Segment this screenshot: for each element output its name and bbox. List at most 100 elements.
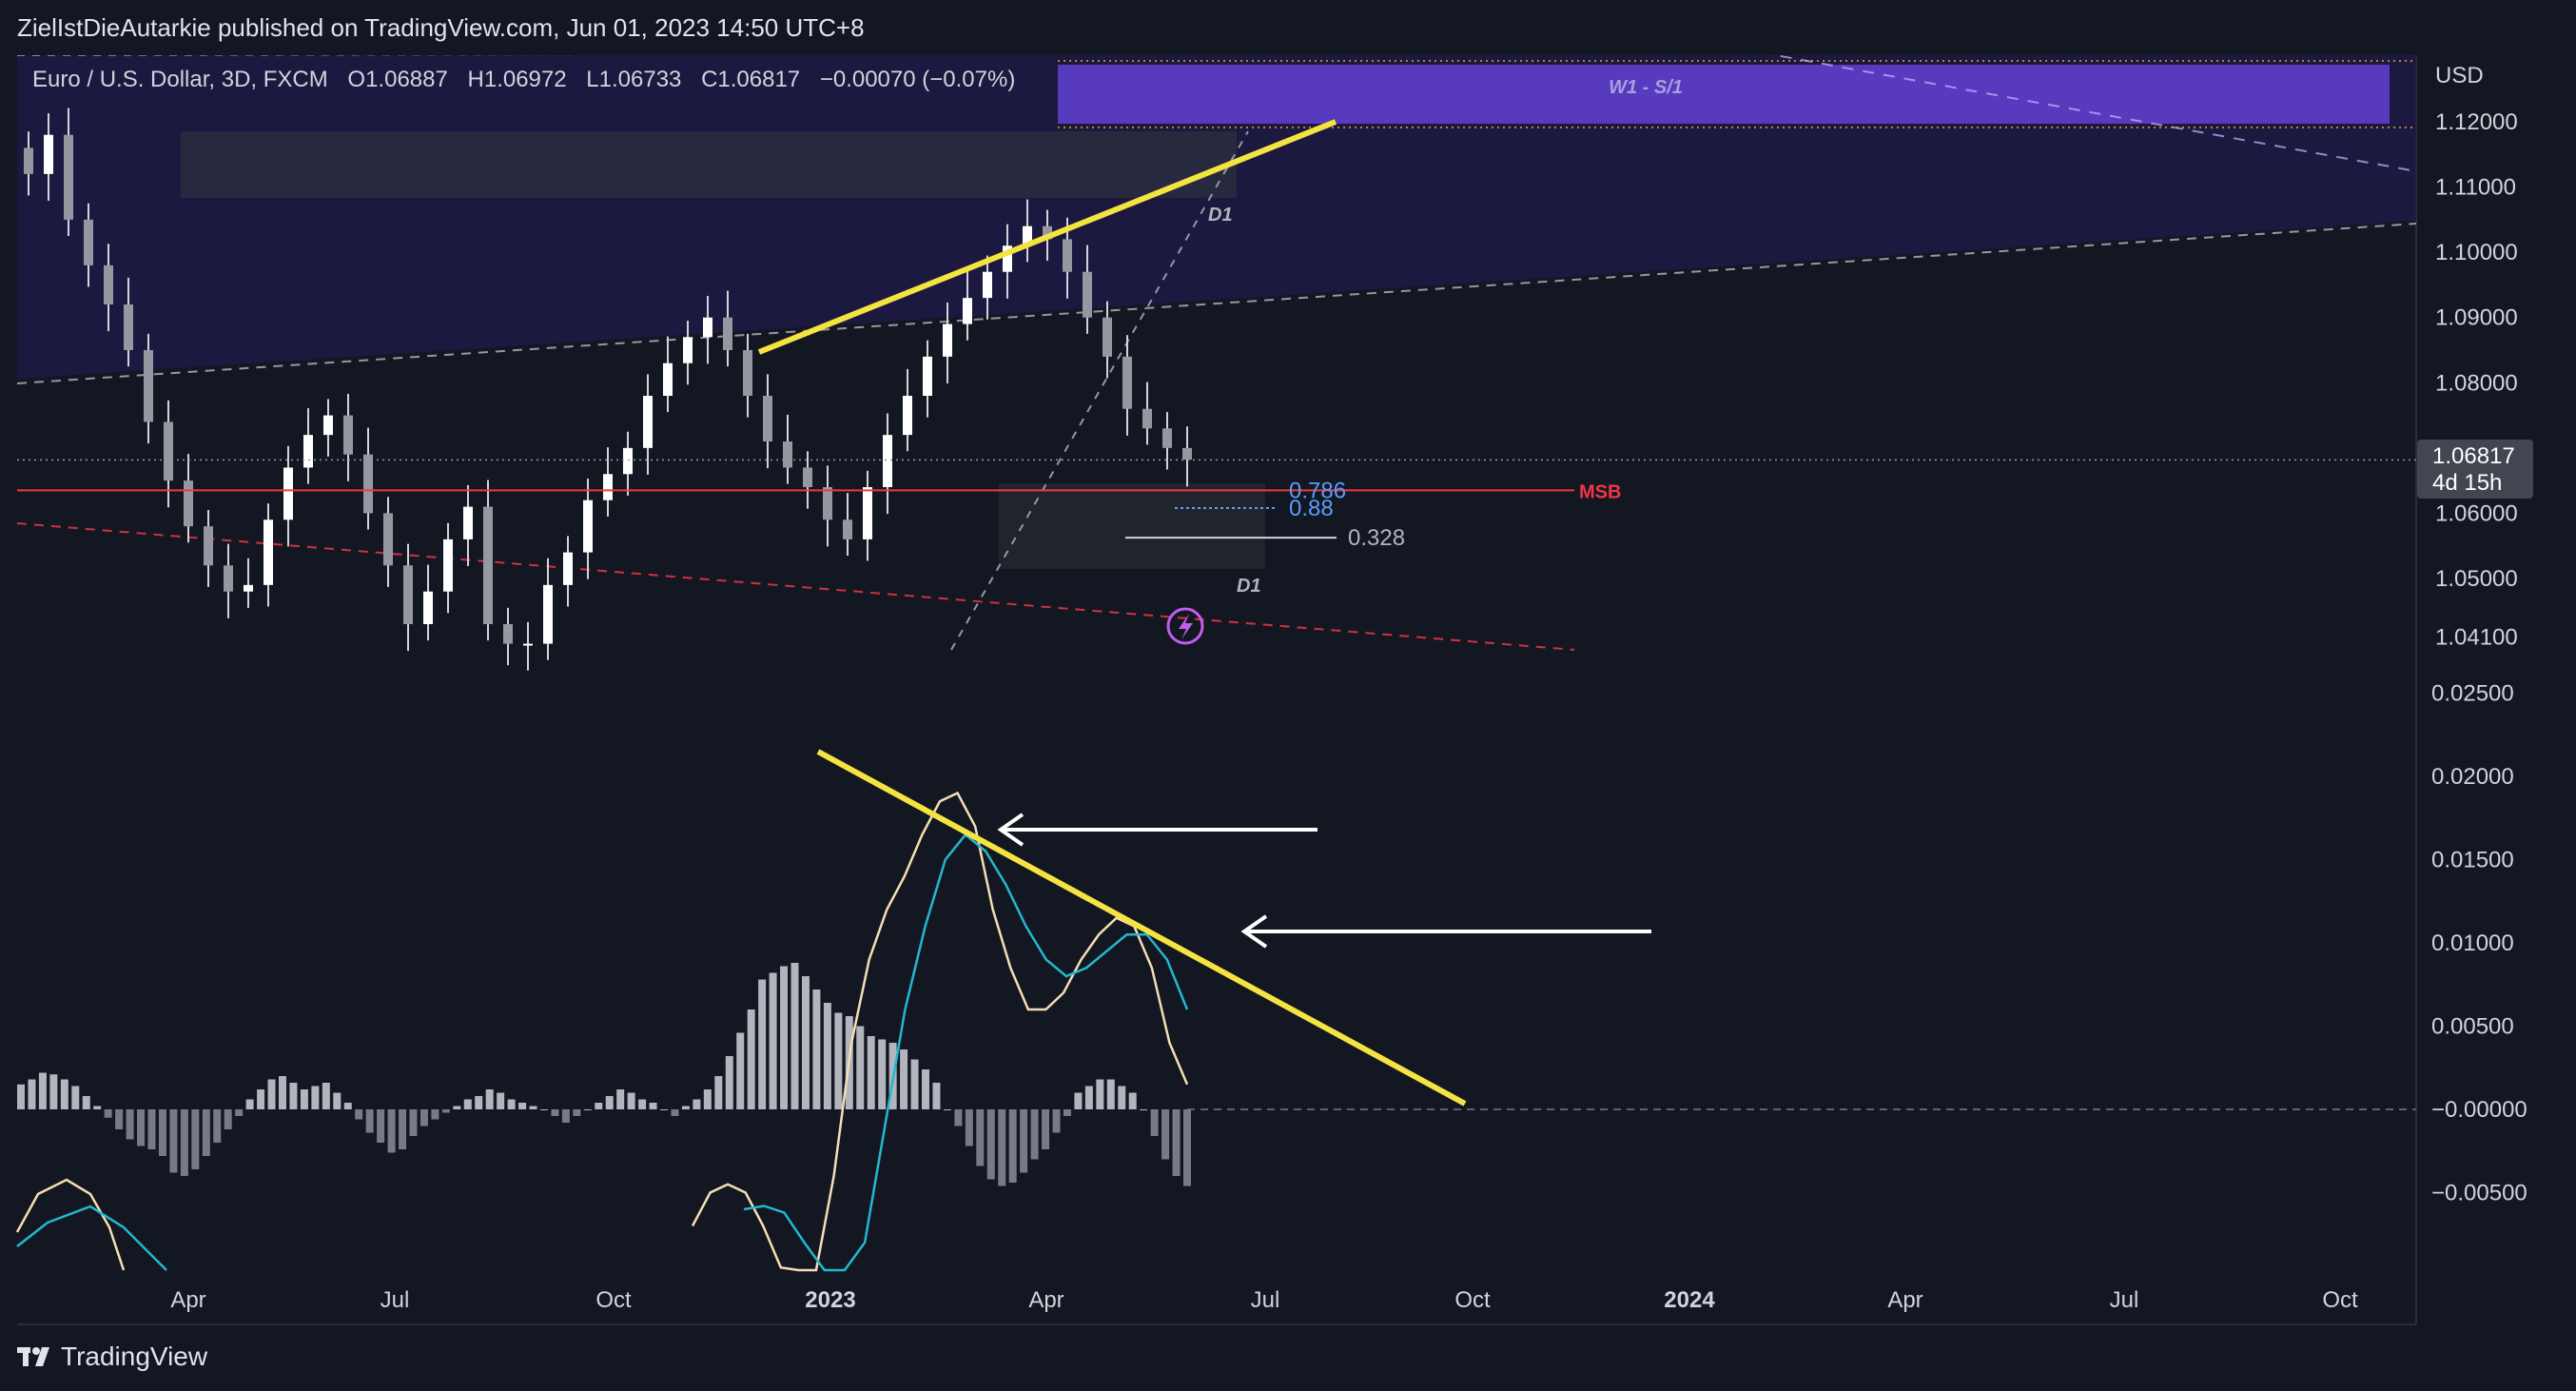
macd-histogram-bar bbox=[878, 1039, 887, 1109]
macd-histogram-bar bbox=[1106, 1079, 1115, 1109]
candle-body bbox=[363, 454, 373, 514]
macd-histogram-bar bbox=[965, 1109, 973, 1146]
macd-histogram-bar bbox=[453, 1106, 461, 1109]
macd-tick-label: −0.00500 bbox=[2431, 1181, 2527, 1206]
macd-histogram-bar bbox=[49, 1074, 58, 1109]
macd-histogram-bar bbox=[660, 1109, 669, 1110]
macd-histogram-bar bbox=[1140, 1109, 1148, 1110]
candle-body bbox=[283, 467, 293, 520]
candle-body bbox=[803, 467, 812, 487]
macd-tick-label: 0.02500 bbox=[2431, 681, 2514, 707]
macd-histogram-bar bbox=[573, 1109, 581, 1116]
macd-histogram-bar bbox=[17, 1084, 25, 1109]
w1-zone bbox=[1058, 65, 2390, 124]
macd-histogram-bar bbox=[812, 989, 821, 1109]
candle-body bbox=[1162, 428, 1172, 448]
price-tick-label: 1.12000 bbox=[2435, 109, 2518, 135]
candle-body bbox=[443, 539, 453, 592]
macd-histogram-bar bbox=[529, 1106, 537, 1109]
candle-body bbox=[523, 643, 533, 646]
macd-histogram-bar bbox=[387, 1109, 396, 1153]
d1-top-label: D1 bbox=[1208, 205, 1233, 225]
left-arrow-upper-head bbox=[997, 813, 1025, 847]
signal-line bbox=[743, 833, 1189, 1272]
macd-histogram-bar bbox=[289, 1083, 298, 1109]
macd-histogram-bar bbox=[583, 1109, 592, 1110]
macd-histogram-bar bbox=[191, 1109, 200, 1169]
macd-histogram-bar bbox=[1030, 1109, 1039, 1160]
bar-countdown: 4d 15h bbox=[2432, 470, 2503, 496]
macd-histogram-bar bbox=[638, 1099, 647, 1109]
macd-histogram-bar bbox=[769, 972, 777, 1109]
candle-body bbox=[1043, 225, 1052, 240]
time-tick-label: 2023 bbox=[805, 1287, 855, 1313]
macd-histogram-bar bbox=[60, 1079, 68, 1109]
candle-body bbox=[343, 415, 353, 455]
weekly-descending-line bbox=[1759, 51, 2417, 172]
candle-body bbox=[1003, 245, 1012, 272]
macd-histogram-bar bbox=[115, 1109, 124, 1129]
macd-histogram-bar bbox=[561, 1109, 570, 1123]
macd-histogram-bar bbox=[343, 1103, 352, 1109]
current-price: 1.06817 bbox=[2432, 443, 2515, 469]
macd-histogram-bar bbox=[137, 1109, 146, 1146]
candle-body bbox=[164, 421, 173, 481]
macd-histogram-bar bbox=[180, 1109, 188, 1176]
legend-open: O1.06887 bbox=[347, 67, 448, 92]
macd-histogram-bar bbox=[267, 1079, 276, 1109]
candle-body bbox=[383, 513, 393, 566]
macd-tick-label: 0.02000 bbox=[2431, 764, 2514, 790]
candle-body bbox=[263, 519, 273, 585]
fib-786-label: 0.786 bbox=[1289, 478, 1346, 503]
macd-tick-label: 0.01500 bbox=[2431, 848, 2514, 873]
macd-histogram-bar bbox=[431, 1109, 439, 1120]
macd-histogram-bar bbox=[126, 1109, 134, 1140]
macd-histogram-bar bbox=[986, 1109, 995, 1180]
macd-histogram-bar bbox=[169, 1109, 178, 1173]
macd-histogram-bar bbox=[1008, 1109, 1017, 1183]
macd-histogram-bar bbox=[147, 1109, 156, 1149]
macd-histogram-bar bbox=[333, 1092, 342, 1109]
d1-bottom-label: D1 bbox=[1237, 576, 1261, 597]
candle-body bbox=[843, 519, 852, 539]
msb-label: MSB bbox=[1579, 481, 1621, 502]
macd-histogram-bar bbox=[278, 1076, 286, 1109]
time-tick-label: Jul bbox=[381, 1287, 410, 1313]
time-tick-label: Jul bbox=[2110, 1287, 2139, 1313]
candle-body bbox=[703, 317, 712, 338]
price-tick-label: 1.05000 bbox=[2435, 566, 2518, 592]
macd-histogram-bar bbox=[595, 1103, 603, 1109]
candle-body bbox=[863, 487, 872, 539]
candle-body bbox=[503, 624, 513, 644]
candle-body bbox=[603, 474, 613, 500]
macd-histogram-bar bbox=[300, 1089, 308, 1109]
lightning-icon bbox=[1166, 607, 1204, 645]
macd-histogram-bar bbox=[867, 1036, 875, 1109]
price-tick-label: 1.04100 bbox=[2435, 625, 2518, 651]
macd-histogram-bar bbox=[823, 1003, 831, 1109]
macd-histogram-bar bbox=[463, 1099, 472, 1109]
candle-body bbox=[623, 447, 633, 475]
macd-histogram-bar bbox=[780, 966, 789, 1109]
legend-high: H1.06972 bbox=[467, 67, 567, 92]
fib-328-label: 0.328 bbox=[1348, 525, 1405, 551]
candle-body bbox=[1122, 356, 1132, 409]
symbol-name[interactable]: Euro / U.S. Dollar, 3D, FXCM bbox=[32, 67, 328, 92]
candle-body bbox=[483, 506, 493, 624]
candle-body bbox=[1083, 271, 1092, 318]
macd-histogram-bar bbox=[365, 1109, 374, 1133]
candle-body bbox=[823, 487, 832, 520]
publish-header: ZielIstDieAutarkie published on TradingV… bbox=[0, 0, 2576, 55]
currency-label[interactable]: USD bbox=[2435, 63, 2484, 88]
logo-text: TradingView bbox=[61, 1342, 208, 1371]
time-tick-label: Oct bbox=[1454, 1287, 1491, 1313]
macd-histogram-bar bbox=[1172, 1109, 1181, 1176]
macd-line bbox=[691, 791, 1189, 1272]
lower-channel-line bbox=[16, 522, 1575, 651]
candle-body bbox=[883, 435, 892, 487]
macd-histogram-bar bbox=[1063, 1109, 1071, 1116]
macd-histogram-bar bbox=[1096, 1079, 1104, 1109]
tradingview-logo[interactable]: TradingView bbox=[17, 1342, 207, 1372]
candle-body bbox=[403, 565, 413, 624]
